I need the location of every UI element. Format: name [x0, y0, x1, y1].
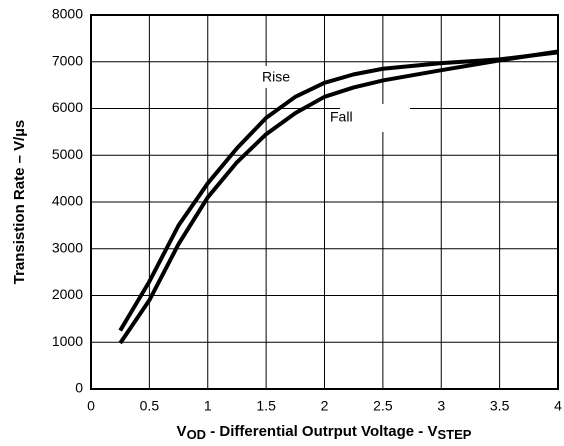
x-axis-label: VOD - Differential Outrput Voltage - VST…	[177, 423, 472, 442]
plot-frame	[90, 14, 559, 390]
y-tick-label: 3000	[52, 239, 83, 255]
x-tick-label: 1.5	[256, 398, 276, 414]
y-tick-label: 1000	[52, 333, 83, 349]
x-tick-label: 2.5	[373, 398, 393, 414]
x-tick-label: 3.5	[490, 398, 510, 414]
label-background	[340, 104, 410, 132]
x-tick-label: 0.5	[140, 398, 160, 414]
x-tick-label: 1	[204, 398, 212, 414]
y-tick-label: 6000	[52, 99, 83, 115]
series-label: Fall	[330, 109, 353, 125]
y-tick-label: 8000	[52, 6, 83, 22]
x-label-part: - Differential Outrput Voltage - V	[206, 423, 437, 440]
series-label: Rise	[262, 69, 290, 85]
x-label-sub: STEP	[437, 427, 471, 442]
series-line	[118, 49, 559, 345]
y-tick-label: 7000	[52, 52, 83, 68]
y-axis-label: Transistion Rate – V/µs	[11, 120, 28, 285]
x-label-sub: OD	[187, 427, 207, 442]
y-tick-label: 0	[75, 380, 83, 396]
y-tick-label: 4000	[52, 193, 83, 209]
x-label-part: V	[177, 423, 187, 440]
series-line	[118, 50, 559, 332]
x-tick-label: 0	[87, 398, 95, 414]
y-tick-label: 5000	[52, 146, 83, 162]
y-tick-label: 2000	[52, 286, 83, 302]
x-tick-label: 2	[321, 398, 329, 414]
label-background	[258, 66, 300, 88]
x-tick-label: 3	[437, 398, 445, 414]
x-tick-label: 4	[554, 398, 562, 414]
